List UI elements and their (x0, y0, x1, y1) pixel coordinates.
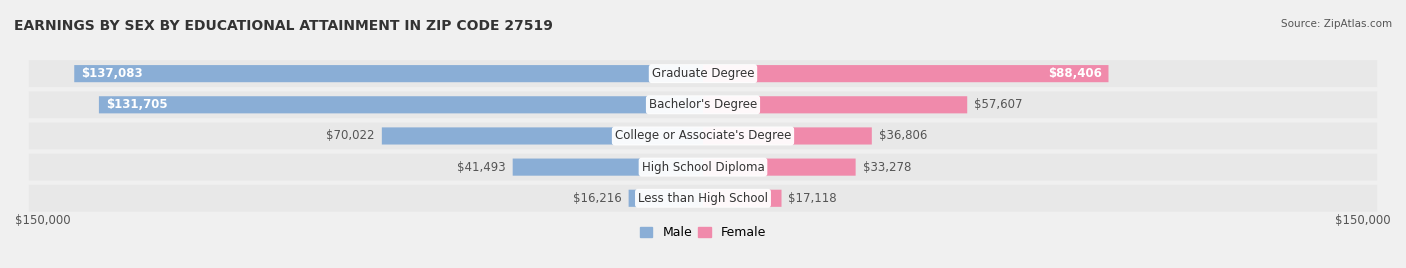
FancyBboxPatch shape (28, 122, 1378, 149)
FancyBboxPatch shape (513, 159, 703, 176)
FancyBboxPatch shape (382, 127, 703, 144)
Text: Bachelor's Degree: Bachelor's Degree (650, 98, 756, 111)
FancyBboxPatch shape (98, 96, 703, 113)
FancyBboxPatch shape (28, 60, 1378, 87)
Text: $36,806: $36,806 (879, 129, 927, 143)
Text: $33,278: $33,278 (862, 161, 911, 174)
Text: $41,493: $41,493 (457, 161, 506, 174)
FancyBboxPatch shape (75, 65, 703, 82)
FancyBboxPatch shape (703, 127, 872, 144)
FancyBboxPatch shape (703, 96, 967, 113)
FancyBboxPatch shape (28, 91, 1378, 118)
FancyBboxPatch shape (703, 65, 1108, 82)
Text: High School Diploma: High School Diploma (641, 161, 765, 174)
Text: $16,216: $16,216 (574, 192, 621, 205)
FancyBboxPatch shape (28, 154, 1378, 181)
Text: Less than High School: Less than High School (638, 192, 768, 205)
Text: $88,406: $88,406 (1047, 67, 1102, 80)
Legend: Male, Female: Male, Female (636, 221, 770, 244)
Text: $150,000: $150,000 (1336, 214, 1391, 227)
FancyBboxPatch shape (703, 159, 856, 176)
Text: $70,022: $70,022 (326, 129, 375, 143)
Text: College or Associate's Degree: College or Associate's Degree (614, 129, 792, 143)
Text: Graduate Degree: Graduate Degree (652, 67, 754, 80)
FancyBboxPatch shape (703, 190, 782, 207)
Text: $150,000: $150,000 (15, 214, 70, 227)
Text: $17,118: $17,118 (789, 192, 837, 205)
Text: $137,083: $137,083 (82, 67, 143, 80)
Text: Source: ZipAtlas.com: Source: ZipAtlas.com (1281, 19, 1392, 29)
Text: EARNINGS BY SEX BY EDUCATIONAL ATTAINMENT IN ZIP CODE 27519: EARNINGS BY SEX BY EDUCATIONAL ATTAINMEN… (14, 19, 553, 33)
FancyBboxPatch shape (28, 185, 1378, 212)
Text: $131,705: $131,705 (105, 98, 167, 111)
Text: $57,607: $57,607 (974, 98, 1022, 111)
FancyBboxPatch shape (628, 190, 703, 207)
